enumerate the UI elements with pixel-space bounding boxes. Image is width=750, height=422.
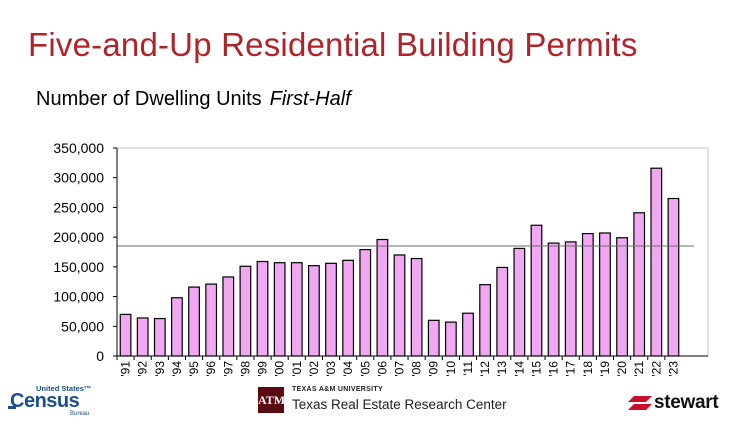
y-tick-label: 250,000 — [53, 199, 104, 215]
bar-14 — [513, 247, 526, 357]
census-logo-mark — [8, 406, 16, 409]
y-tick-label: 350,000 — [53, 140, 104, 156]
bar-09 — [427, 319, 440, 357]
bar-97 — [222, 276, 235, 357]
bar-10 — [444, 321, 457, 357]
y-tick-label: 300,000 — [53, 170, 104, 186]
x-tick-label: '94 — [170, 361, 184, 377]
y-tick-label: 200,000 — [53, 229, 104, 245]
x-tick-label: '03 — [324, 361, 338, 377]
bar-22 — [650, 167, 663, 357]
stewart-wordmark: stewart — [654, 392, 719, 413]
y-tick-label: 0 — [96, 348, 104, 364]
bar-01 — [290, 262, 303, 357]
x-tick-label: '19 — [598, 361, 612, 377]
bar-05 — [359, 249, 372, 357]
subtitle-emphasis: First-Half — [269, 88, 351, 110]
bar-00 — [273, 262, 286, 357]
bar-95 — [188, 286, 200, 357]
bar-19 — [599, 232, 611, 357]
bar-94 — [171, 297, 183, 357]
bars-group — [119, 167, 680, 357]
y-axis-ticks: 0 50,000 100,000 150,000 200,000 250,000 300,0… — [53, 140, 117, 364]
bar-02 — [307, 265, 320, 357]
bar-23 — [667, 197, 680, 357]
bar-99 — [256, 260, 269, 357]
bar-20 — [616, 237, 628, 357]
bar-21 — [633, 212, 646, 357]
bar-96 — [205, 283, 218, 357]
tamu-university-text: TEXAS A&M UNIVERSITY — [292, 386, 383, 393]
bar-13 — [496, 266, 509, 357]
census-logo-small-text: United States™ — [36, 384, 92, 393]
bar-98 — [239, 265, 252, 357]
bar-93 — [153, 317, 166, 357]
bar-07 — [393, 254, 406, 357]
x-axis-labels: '91'92'93'94'95'96'97'98'99'00'01'02'03 '… — [116, 356, 680, 377]
y-tick-label: 50,000 — [61, 318, 104, 334]
bar-03 — [325, 262, 337, 357]
bar-08 — [410, 257, 423, 357]
bar-92 — [136, 317, 149, 357]
x-tick-label: '18 — [581, 361, 595, 377]
x-tick-label: '00 — [273, 361, 287, 377]
x-tick-label: '06 — [375, 361, 389, 377]
slide-subtitle: Number of Dwelling Units First-Half — [36, 88, 351, 111]
x-tick-label: '02 — [307, 361, 321, 377]
subtitle-text: Number of Dwelling Units — [36, 88, 262, 110]
bar-15 — [530, 224, 543, 357]
x-tick-label: '20 — [615, 361, 629, 377]
bar-06 — [376, 238, 389, 357]
bar-91 — [119, 313, 132, 357]
x-tick-label: '14 — [512, 361, 526, 377]
x-tick-label: '22 — [649, 361, 663, 377]
x-tick-label: '05 — [358, 361, 372, 377]
x-tick-label: '13 — [495, 361, 509, 377]
x-tick-label: '99 — [256, 361, 270, 377]
x-tick-label: '93 — [153, 361, 167, 377]
bar-18 — [581, 232, 594, 357]
x-tick-label: '12 — [478, 361, 492, 377]
bar-11 — [462, 312, 474, 357]
x-tick-label: '15 — [529, 361, 543, 377]
census-logo-wordmark: Census — [10, 390, 80, 412]
bar-04 — [342, 259, 355, 357]
x-tick-label: '23 — [666, 361, 680, 377]
x-tick-label: '95 — [187, 361, 201, 377]
census-bureau-logo: United States™ Census Bureau — [8, 384, 92, 418]
x-tick-label: '04 — [341, 361, 355, 377]
x-tick-label: '16 — [547, 361, 561, 377]
tamu-monogram-icon: ATM — [258, 387, 285, 413]
x-tick-label: '09 — [427, 361, 441, 377]
y-tick-label: 150,000 — [53, 259, 104, 275]
x-tick-label: '98 — [238, 361, 252, 377]
y-tick-label: 100,000 — [53, 289, 104, 305]
tamu-center-text: Texas Real Estate Research Center — [292, 397, 507, 412]
x-tick-label: '01 — [290, 361, 304, 377]
bar-12 — [479, 284, 492, 357]
x-tick-label: '21 — [632, 361, 646, 377]
x-tick-label: '08 — [410, 361, 424, 377]
stewart-mark-icon — [628, 396, 652, 410]
bar-17 — [564, 241, 577, 357]
x-tick-label: '10 — [444, 361, 458, 377]
bar-16 — [547, 242, 560, 357]
x-tick-label: '07 — [393, 361, 407, 377]
slide-title: Five-and-Up Residential Building Permits — [28, 26, 638, 63]
x-tick-label: '97 — [221, 361, 235, 377]
x-tick-label: '17 — [564, 361, 578, 377]
x-tick-label: '11 — [461, 361, 475, 376]
x-tick-label: '91 — [119, 361, 133, 377]
census-logo-bureau-text: Bureau — [70, 411, 90, 417]
x-tick-label: '96 — [204, 361, 218, 377]
x-tick-label: '92 — [136, 361, 150, 377]
